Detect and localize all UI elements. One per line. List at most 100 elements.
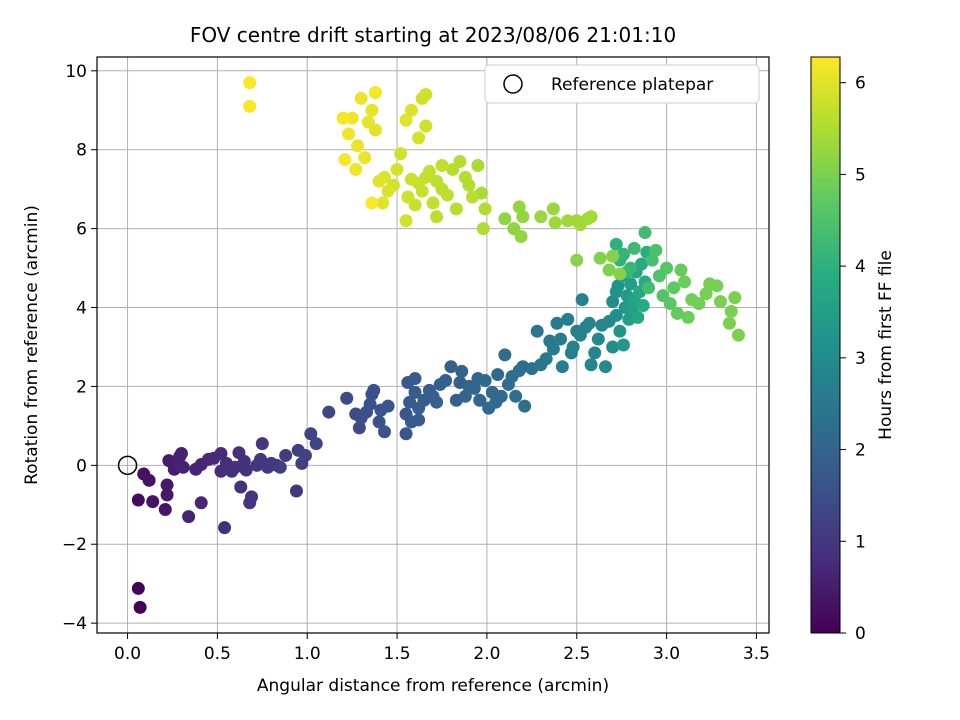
- data-point: [279, 448, 293, 462]
- data-point: [498, 212, 512, 226]
- data-point: [435, 158, 449, 172]
- data-point: [598, 360, 612, 374]
- data-point: [509, 389, 523, 403]
- x-tick-label: 1.5: [384, 644, 411, 664]
- data-point: [322, 405, 336, 419]
- data-point: [352, 421, 366, 435]
- colorbar-tick-label: 0: [855, 624, 866, 644]
- colorbar-tick-label: 3: [855, 349, 866, 369]
- x-tick-label: 0.0: [114, 644, 141, 664]
- data-point: [624, 277, 638, 291]
- data-point: [670, 306, 684, 320]
- x-tick-label: 2.0: [473, 644, 500, 664]
- data-point: [649, 243, 663, 257]
- data-point: [530, 324, 544, 338]
- data-point: [419, 119, 433, 133]
- data-point: [681, 310, 695, 324]
- data-point: [243, 76, 257, 90]
- y-tick-label: 6: [76, 220, 87, 240]
- data-point: [494, 389, 508, 403]
- data-point: [548, 216, 562, 230]
- data-point: [491, 368, 505, 382]
- data-point: [667, 281, 681, 295]
- data-point: [616, 338, 630, 352]
- data-point: [645, 253, 659, 267]
- reference-platepar-marker: [117, 455, 138, 476]
- data-point: [724, 304, 738, 318]
- data-point: [678, 275, 692, 289]
- data-point: [602, 263, 616, 277]
- data-point: [342, 127, 356, 141]
- data-point: [561, 214, 575, 228]
- x-axis-ticks: 0.0 0.5 1.0 1.5 2.0 2.5 3.0 3.5: [114, 633, 770, 664]
- grid-lines: [97, 57, 769, 633]
- data-point: [534, 210, 548, 224]
- data-point: [692, 297, 706, 311]
- x-tick-label: 3.0: [653, 644, 680, 664]
- data-point: [218, 521, 232, 535]
- data-point: [345, 111, 359, 125]
- y-tick-label: 0: [76, 456, 87, 476]
- data-point: [699, 287, 713, 301]
- data-point: [550, 316, 564, 330]
- colorbar-tick-label: 6: [855, 74, 866, 94]
- data-point: [430, 210, 444, 224]
- data-point: [338, 153, 352, 167]
- data-point: [455, 364, 469, 378]
- data-point: [408, 385, 422, 399]
- data-point: [131, 581, 145, 595]
- y-tick-label: 4: [76, 299, 87, 319]
- data-point: [609, 308, 623, 322]
- data-point: [561, 312, 575, 326]
- data-point: [404, 172, 418, 186]
- data-point: [298, 448, 312, 462]
- data-point: [412, 131, 426, 145]
- data-point: [174, 446, 188, 460]
- x-tick-label: 1.0: [294, 644, 321, 664]
- data-point: [381, 399, 395, 413]
- data-point: [636, 299, 650, 313]
- data-point: [498, 348, 512, 362]
- data-point: [624, 261, 638, 275]
- data-point: [514, 230, 528, 244]
- data-point: [471, 158, 485, 172]
- data-point: [309, 437, 323, 451]
- data-point: [182, 510, 196, 524]
- data-point: [419, 87, 433, 101]
- data-point: [606, 340, 620, 354]
- data-point: [728, 291, 742, 305]
- data-point: [273, 460, 287, 474]
- data-point: [255, 437, 269, 451]
- data-point: [430, 395, 444, 409]
- data-point: [593, 251, 607, 265]
- data-point: [358, 151, 372, 165]
- data-point: [381, 184, 395, 198]
- legend: Reference platepar: [484, 64, 760, 104]
- data-point: [516, 210, 530, 224]
- legend-reference-marker: [503, 74, 523, 94]
- scatter-points: [117, 76, 745, 614]
- data-point: [439, 374, 453, 388]
- data-point: [613, 324, 627, 338]
- data-point: [731, 328, 745, 342]
- data-point: [349, 162, 363, 176]
- data-point: [584, 210, 598, 224]
- data-point: [142, 473, 156, 487]
- data-point: [372, 415, 386, 429]
- colorbar-tick-label: 5: [855, 165, 866, 185]
- colorbar-tick-label: 4: [855, 257, 866, 277]
- data-point: [466, 190, 480, 204]
- data-point: [176, 460, 190, 474]
- data-point: [239, 463, 253, 477]
- y-tick-label: 10: [65, 62, 87, 82]
- x-axis-label: Angular distance from reference (arcmin): [257, 676, 609, 696]
- legend-entry-reference: Reference platepar: [551, 75, 713, 95]
- data-point: [214, 446, 228, 460]
- data-point: [627, 241, 641, 255]
- data-point: [512, 200, 526, 214]
- y-axis-label: Rotation from reference (arcmin): [22, 205, 42, 485]
- data-point: [399, 214, 413, 228]
- y-tick-label: 8: [76, 141, 87, 161]
- data-point: [539, 352, 553, 366]
